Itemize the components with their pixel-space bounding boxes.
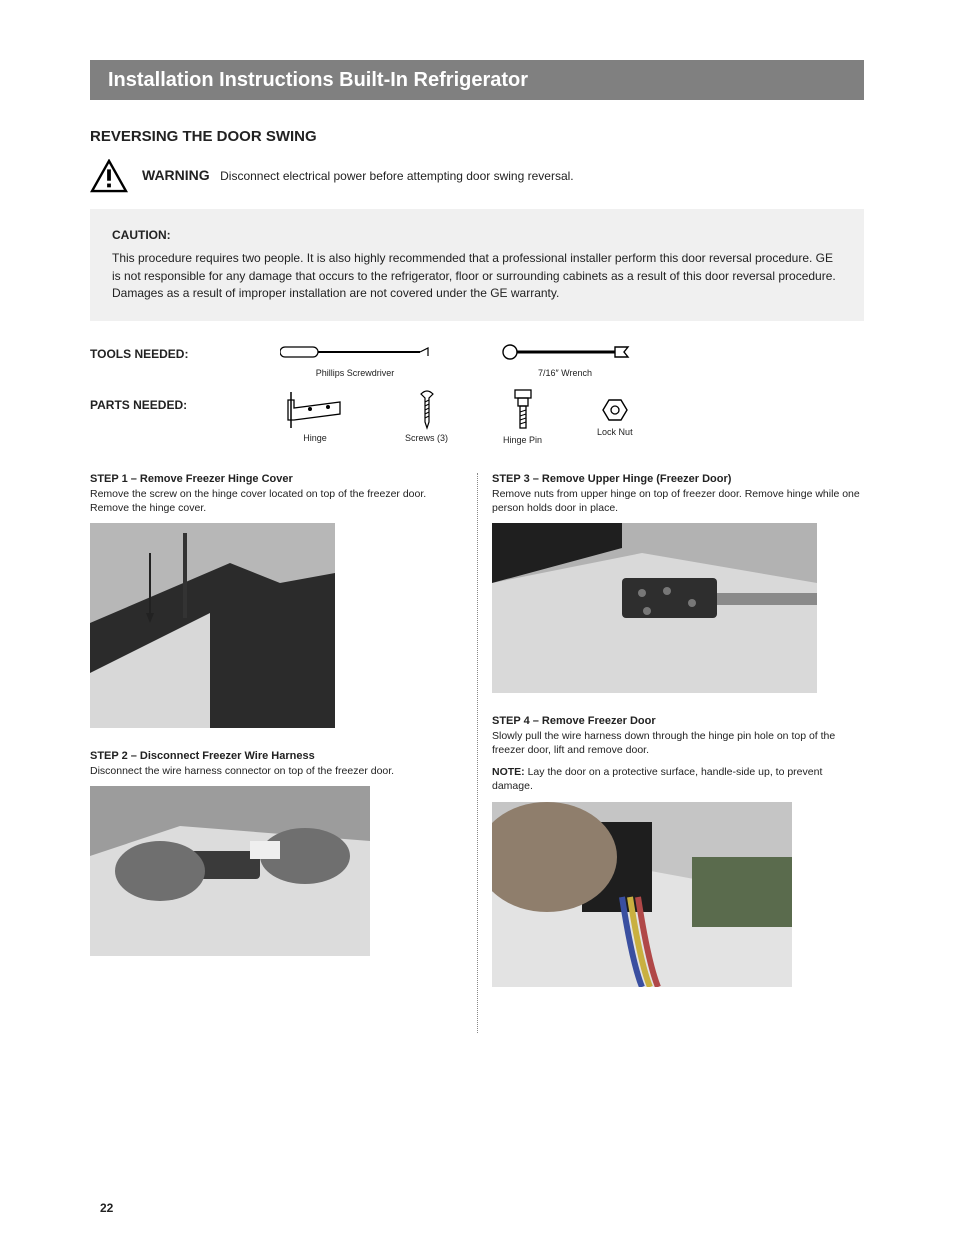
page-number: 22 (100, 1201, 113, 1215)
part-nut: Lock Nut (597, 396, 633, 437)
hinge-icon (280, 390, 350, 430)
step2-text: Disconnect the wire harness connector on… (90, 764, 462, 778)
part-hinge-label: Hinge (280, 433, 350, 443)
part-nut-label: Lock Nut (597, 427, 633, 437)
steps-two-column: STEP 1 – Remove Freezer Hinge Cover Remo… (90, 473, 864, 1009)
part-pin: Hinge Pin (503, 388, 542, 445)
hinge-pin-icon (509, 388, 537, 432)
step1-photo (90, 523, 335, 728)
step3-text: Remove nuts from upper hinge on top of f… (492, 487, 864, 515)
step4-title: STEP 4 – Remove Freezer Door (492, 715, 864, 727)
screwdriver-icon (280, 339, 430, 365)
tool-wrench: 7/16″ Wrench (500, 339, 630, 378)
part-screws: Screws (3) (405, 390, 448, 443)
step1-photo-placeholder-icon (90, 523, 335, 728)
title-bar-text: Installation Instructions Built-In Refri… (108, 69, 528, 92)
caution-body: This procedure requires two people. It i… (112, 250, 842, 302)
step4-photo-placeholder-icon (492, 802, 792, 987)
warning-block: WARNING Disconnect electrical power befo… (142, 167, 574, 185)
screw-icon (417, 390, 437, 430)
part-pin-label: Hinge Pin (503, 435, 542, 445)
warning-triangle-icon (90, 159, 128, 193)
warning-label: WARNING (142, 167, 210, 183)
wrench-icon (500, 339, 630, 365)
lock-nut-icon (601, 396, 629, 424)
tools-row: TOOLS NEEDED: Phillips Screwdriver 7/16″… (90, 339, 864, 378)
step4-note-text: Lay the door on a protective surface, ha… (492, 766, 822, 792)
right-column: STEP 3 – Remove Upper Hinge (Freezer Doo… (492, 473, 864, 1009)
tools-label: TOOLS NEEDED: (90, 339, 240, 361)
section-heading: REVERSING THE DOOR SWING (90, 128, 864, 145)
warning-text: Disconnect electrical power before attem… (220, 169, 574, 183)
warning-row: WARNING Disconnect electrical power befo… (90, 159, 864, 193)
step1-text: Remove the screw on the hinge cover loca… (90, 487, 462, 515)
step3-title: STEP 3 – Remove Upper Hinge (Freezer Doo… (492, 473, 864, 485)
step4-photo (492, 802, 792, 987)
tool-screwdriver-label: Phillips Screwdriver (280, 368, 430, 378)
left-column: STEP 1 – Remove Freezer Hinge Cover Remo… (90, 473, 462, 1009)
step3-photo (492, 523, 817, 693)
step2-photo (90, 786, 370, 956)
step2-title: STEP 2 – Disconnect Freezer Wire Harness (90, 750, 462, 762)
step1-title: STEP 1 – Remove Freezer Hinge Cover (90, 473, 462, 485)
part-hinge: Hinge (280, 390, 350, 443)
tool-screwdriver: Phillips Screwdriver (280, 339, 430, 378)
step4-note: NOTE: Lay the door on a protective surfa… (492, 765, 864, 793)
tool-wrench-label: 7/16″ Wrench (500, 368, 630, 378)
step4-text: Slowly pull the wire harness down throug… (492, 729, 864, 757)
caution-heading: CAUTION: (112, 227, 842, 244)
step3-photo-placeholder-icon (492, 523, 817, 693)
part-screws-label: Screws (3) (405, 433, 448, 443)
caution-box: CAUTION: This procedure requires two peo… (90, 209, 864, 321)
step2-photo-placeholder-icon (90, 786, 370, 956)
column-divider (477, 473, 478, 1033)
step4-note-label: NOTE: (492, 766, 525, 778)
title-bar: Installation Instructions Built-In Refri… (90, 60, 864, 100)
page-root: Installation Instructions Built-In Refri… (0, 0, 954, 1049)
parts-label: PARTS NEEDED: (90, 388, 240, 412)
parts-row: PARTS NEEDED: Hinge Screws (3) (90, 388, 864, 445)
